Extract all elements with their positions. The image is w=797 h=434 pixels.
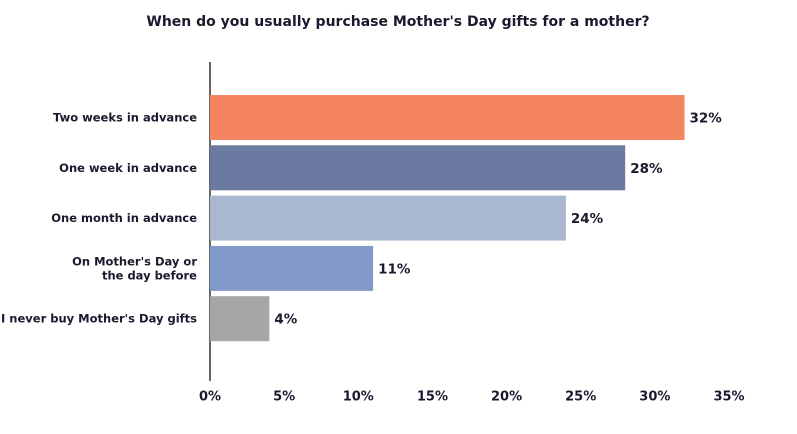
value-label: 4%: [274, 312, 297, 328]
bar: [210, 95, 685, 140]
category-label: Two weeks in advance: [53, 110, 197, 124]
value-label: 24%: [571, 211, 604, 227]
bar: [210, 145, 626, 191]
x-tick-label: 10%: [343, 390, 374, 405]
x-tick-label: 30%: [639, 390, 670, 405]
bar: [210, 245, 374, 291]
bar: [210, 195, 566, 241]
chart-title: When do you usually purchase Mother's Da…: [146, 14, 649, 30]
value-label: 32%: [690, 111, 723, 127]
x-tick-label: 35%: [713, 390, 744, 405]
x-tick-label: 25%: [565, 390, 596, 405]
x-tick-label: 20%: [491, 390, 522, 405]
category-label: I never buy Mother's Day gifts: [1, 311, 197, 325]
value-label: 11%: [378, 261, 411, 277]
x-tick-label: 5%: [273, 390, 295, 405]
category-label: On Mother's Day or the day before: [72, 254, 197, 282]
value-label: 28%: [630, 161, 663, 177]
x-tick-label: 15%: [417, 390, 448, 405]
category-label: One week in advance: [59, 160, 197, 174]
bar: [210, 296, 270, 342]
x-tick-label: 0%: [199, 390, 221, 405]
category-label: One month in advance: [51, 211, 197, 225]
